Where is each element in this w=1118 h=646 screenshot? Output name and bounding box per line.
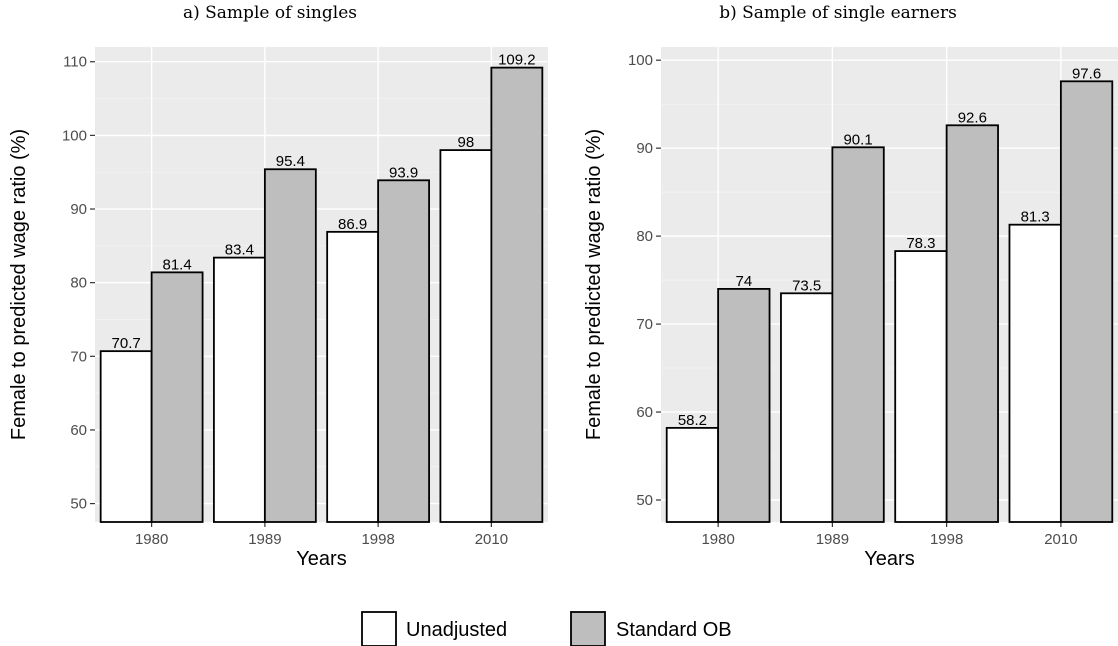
bar (1008, 223, 1062, 523)
bar (377, 179, 430, 523)
x-tick-label: 1980 (701, 531, 734, 548)
legend-key-standard-ob (570, 611, 606, 646)
data-label: 73.5 (792, 277, 821, 294)
legend-label-standard-ob: Standard OB (616, 619, 732, 641)
legend: Unadjusted Standard OB (361, 611, 732, 646)
data-label: 93.9 (389, 164, 418, 181)
y-tick-label: 80 (70, 275, 87, 292)
bar (1059, 80, 1114, 523)
bar (326, 230, 380, 523)
bar (780, 292, 834, 523)
data-label: 109.2 (498, 52, 536, 69)
y-tick-label: 90 (636, 140, 653, 157)
y-tick-label: 60 (70, 422, 87, 439)
y-tick-label: 70 (636, 316, 653, 333)
y-axis-title: Female to predicted wage ratio (%) (8, 129, 30, 440)
bar (263, 168, 317, 523)
bar (894, 250, 948, 523)
y-tick-label: 90 (70, 201, 87, 218)
data-label: 70.7 (112, 335, 141, 352)
legend-key-unadjusted (361, 611, 397, 646)
y-tick-label: 80 (636, 228, 653, 245)
x-tick-label: 1998 (930, 531, 963, 548)
bar (717, 287, 771, 523)
panel-b-title: b) Sample of single earners (719, 3, 957, 23)
data-label: 95.4 (276, 153, 305, 170)
data-label: 78.3 (906, 235, 935, 252)
y-tick-label: 60 (636, 404, 653, 421)
legend-label-unadjusted: Unadjusted (406, 619, 507, 641)
data-label: 86.9 (338, 216, 367, 233)
data-label: 98 (458, 134, 475, 151)
bar (150, 271, 204, 523)
data-label: 83.4 (225, 242, 254, 259)
data-label: 74 (735, 273, 752, 290)
bar (99, 350, 153, 523)
x-tick-label: 1998 (361, 531, 394, 548)
data-label: 81.3 (1021, 209, 1050, 226)
data-label: 90.1 (843, 131, 872, 148)
bar (490, 66, 544, 523)
y-tick-label: 70 (70, 348, 87, 365)
x-tick-label: 1980 (135, 531, 168, 548)
panel-a-title: a) Sample of singles (183, 3, 357, 23)
y-tick-label: 100 (628, 52, 653, 69)
x-tick-label: 2010 (1044, 531, 1077, 548)
x-tick-label: 1989 (816, 531, 849, 548)
bar (945, 124, 999, 523)
x-tick-label: 1989 (248, 531, 281, 548)
data-label: 97.6 (1072, 65, 1101, 82)
panel-b-chart: 50 60 70 80 90 100 1980 1989 1998 2010 58.2 73.5 78.… (583, 47, 1118, 570)
y-tick-label: 50 (636, 492, 653, 509)
bar (831, 146, 885, 523)
x-tick-label: 2010 (475, 531, 508, 548)
bar (439, 149, 493, 523)
data-label: 81.4 (163, 256, 192, 273)
y-tick-label: 110 (63, 54, 87, 71)
bar (665, 426, 720, 523)
bar (213, 256, 266, 523)
y-tick-label: 50 (70, 496, 87, 513)
panel-a-chart: 50 60 70 80 90 100 110 1980 1989 1998 2010 70.7 83.4… (8, 47, 548, 570)
x-axis-title: Years (864, 548, 914, 570)
data-label: 92.6 (958, 109, 987, 126)
y-axis-title: Female to predicted wage ratio (%) (583, 129, 605, 440)
x-axis-title: Years (296, 548, 346, 570)
y-tick-label: 100 (62, 127, 87, 144)
data-label: 58.2 (678, 412, 707, 429)
